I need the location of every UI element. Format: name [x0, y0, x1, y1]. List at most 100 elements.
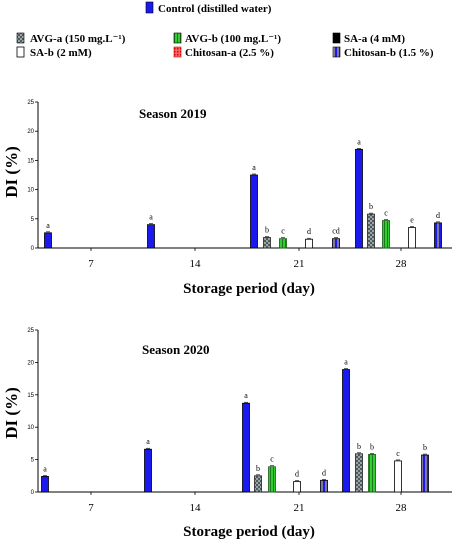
chart-title: Season 2019 [139, 106, 207, 121]
legend-item-avg-a: AVG-a (150 mg.L⁻¹) [16, 32, 126, 45]
legend-item-control: Control (distilled water) [145, 1, 272, 15]
y-tick-label: 10 [27, 425, 34, 431]
bar [434, 222, 442, 249]
significance-label: a [46, 221, 50, 230]
significance-label: e [410, 216, 414, 225]
significance-label: d [322, 468, 326, 477]
bar [332, 238, 340, 249]
bar [44, 232, 52, 249]
legend-item-avg-b: AVG-b (100 mg.L⁻¹) [173, 32, 281, 45]
bar [368, 454, 376, 493]
legend-swatch-chitosan-b [332, 46, 341, 58]
significance-label: b [265, 225, 269, 234]
legend-item-sa-b: SA-b (2 mM) [16, 46, 92, 59]
y-tick-label: 10 [27, 188, 34, 194]
legend-label-chitosan-b: Chitosan-b (1.5 %) [344, 47, 434, 59]
bar [279, 238, 287, 249]
legend-label-control: Control (distilled water) [158, 3, 272, 15]
legend-label-sa-b: SA-b (2 mM) [30, 47, 92, 59]
legend-label-chitosan-a: Chitosan-a (2.5 %) [185, 47, 274, 59]
legend-label-avg-a: AVG-a (150 mg.L⁻¹) [30, 33, 126, 45]
significance-label: d [436, 211, 440, 220]
significance-label: b [423, 443, 427, 452]
legend-swatch-chitosan-a [173, 46, 182, 58]
bar [293, 481, 301, 493]
x-tick-label: 7 [88, 502, 94, 514]
bar [268, 466, 276, 493]
x-tick-label: 7 [88, 258, 94, 270]
legend-item-chitosan-a: Chitosan-a (2.5 %) [173, 46, 274, 59]
x-tick-label: 28 [396, 502, 408, 514]
y-tick-label: 5 [31, 217, 35, 223]
legend-item-sa-a: SA-a (4 mM) [332, 32, 405, 45]
y-axis-title: DI (%) [2, 146, 21, 197]
significance-label: d [307, 227, 311, 236]
x-axis-title: Storage period (day) [183, 281, 315, 297]
x-tick-label: 28 [396, 258, 408, 270]
bar [41, 476, 49, 493]
significance-label: c [396, 449, 400, 458]
chart-season-2020: DI (%) Season 2020 Storage period (day) … [2, 328, 452, 540]
bar [394, 460, 402, 493]
significance-label: c [270, 455, 274, 464]
bar [320, 479, 328, 493]
significance-label: c [384, 209, 388, 218]
significance-label: a [146, 437, 150, 446]
significance-label: cd [332, 227, 340, 236]
bar [355, 148, 363, 249]
y-tick-label: 25 [27, 100, 34, 106]
legend-label-sa-a: SA-a (4 mM) [344, 33, 405, 45]
significance-label: a [244, 391, 248, 400]
bar [408, 227, 416, 249]
x-tick-label: 21 [294, 258, 305, 270]
significance-label: a [149, 213, 153, 222]
x-axis-title: Storage period (day) [183, 524, 315, 540]
bar [342, 369, 350, 493]
y-tick-label: 15 [27, 393, 34, 399]
bar [242, 402, 250, 493]
y-tick-label: 20 [27, 129, 34, 135]
chart-season-2019: DI (%) Season 2019 Storage period (day) … [2, 100, 452, 297]
bar [421, 454, 429, 493]
bar [147, 224, 155, 249]
legend-swatch-avg-b [173, 32, 182, 44]
y-tick-label: 0 [31, 490, 35, 496]
chart-title: Season 2020 [142, 342, 210, 357]
y-tick-label: 15 [27, 158, 34, 164]
significance-label: d [295, 470, 299, 479]
significance-label: b [357, 442, 361, 451]
legend-swatch-sa-a [332, 32, 341, 44]
legend-item-chitosan-b: Chitosan-b (1.5 %) [332, 46, 434, 59]
y-tick-label: 0 [31, 246, 35, 252]
x-tick-label: 14 [190, 258, 202, 270]
significance-label: b [256, 464, 260, 473]
legend: Control (distilled water) AVG-a (150 mg.… [16, 1, 434, 59]
legend-swatch-sa-b [16, 46, 25, 58]
significance-label: a [357, 137, 361, 146]
y-axis-title: DI (%) [2, 387, 21, 438]
legend-swatch-control [145, 1, 154, 14]
significance-label: c [281, 227, 285, 236]
bar [254, 475, 262, 493]
significance-label: b [370, 442, 374, 451]
bar [382, 220, 390, 249]
y-tick-label: 5 [31, 458, 35, 464]
y-tick-label: 20 [27, 360, 34, 366]
x-tick-label: 14 [190, 502, 202, 514]
significance-label: a [252, 163, 256, 172]
x-tick-label: 21 [294, 502, 305, 514]
legend-label-avg-b: AVG-b (100 mg.L⁻¹) [185, 33, 281, 45]
y-tick-label: 25 [27, 328, 34, 334]
bar [250, 174, 258, 249]
bar [144, 448, 152, 493]
bar [263, 237, 271, 249]
bar [367, 213, 375, 249]
significance-label: a [344, 358, 348, 367]
bar [355, 453, 363, 493]
significance-label: b [369, 202, 373, 211]
legend-swatch-avg-a [16, 32, 25, 44]
significance-label: a [43, 464, 47, 473]
